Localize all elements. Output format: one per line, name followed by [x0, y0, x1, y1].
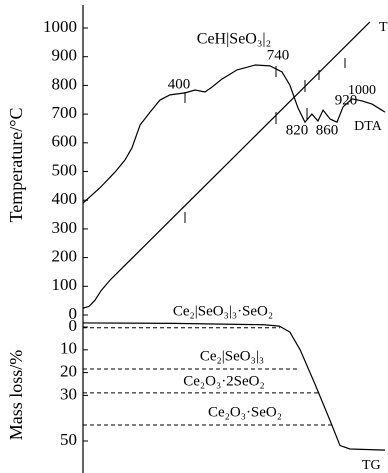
y-tick-label: 900 — [52, 46, 78, 65]
y-tick-label: 500 — [52, 160, 78, 179]
y-tick-label: 800 — [52, 74, 78, 93]
y-tick-label: 20 — [60, 362, 77, 381]
series-label: TG — [362, 458, 381, 473]
y-axis-label: Temperature/°C — [6, 108, 26, 223]
annotation: 920 — [335, 92, 358, 108]
y-tick-label: 100 — [52, 275, 78, 294]
y-tick-label: 10 — [60, 339, 77, 358]
y-tick-label: 600 — [52, 132, 78, 151]
y-tick-label: 0 — [69, 304, 78, 323]
chart-title: CeH|SeO₃|₂ — [197, 31, 271, 48]
level-label: Ce₂|SeO₃|₃ — [200, 348, 264, 364]
series-label: T — [379, 20, 388, 35]
series-line — [82, 322, 386, 451]
annotation: 400 — [168, 76, 191, 92]
annotation: 1000 — [348, 83, 376, 98]
annotation: 740 — [267, 47, 290, 63]
y-tick-label: 300 — [52, 218, 78, 237]
annotation: 820 — [286, 122, 309, 138]
y-tick-label: 700 — [52, 103, 78, 122]
series-line — [82, 64, 386, 204]
level-label: Ce₂|SeO₃|₃·SeO₂ — [173, 303, 273, 319]
level-label: Ce₂O₃·2SeO₂ — [183, 373, 265, 389]
series-line — [82, 21, 371, 309]
level-label: Ce₂O₃·SeO₂ — [208, 404, 282, 420]
y-tick-label: 400 — [52, 189, 78, 208]
y-tick-label: 30 — [60, 384, 77, 403]
y-tick-label: 200 — [52, 247, 78, 266]
annotation: 860 — [316, 122, 339, 138]
y-axis-label: Mass loss/% — [6, 350, 26, 441]
y-tick-label: 50 — [60, 430, 77, 449]
y-tick-label: 1000 — [43, 17, 77, 36]
series-label: DTA — [354, 119, 383, 134]
y-tick-label: 0 — [69, 316, 78, 335]
